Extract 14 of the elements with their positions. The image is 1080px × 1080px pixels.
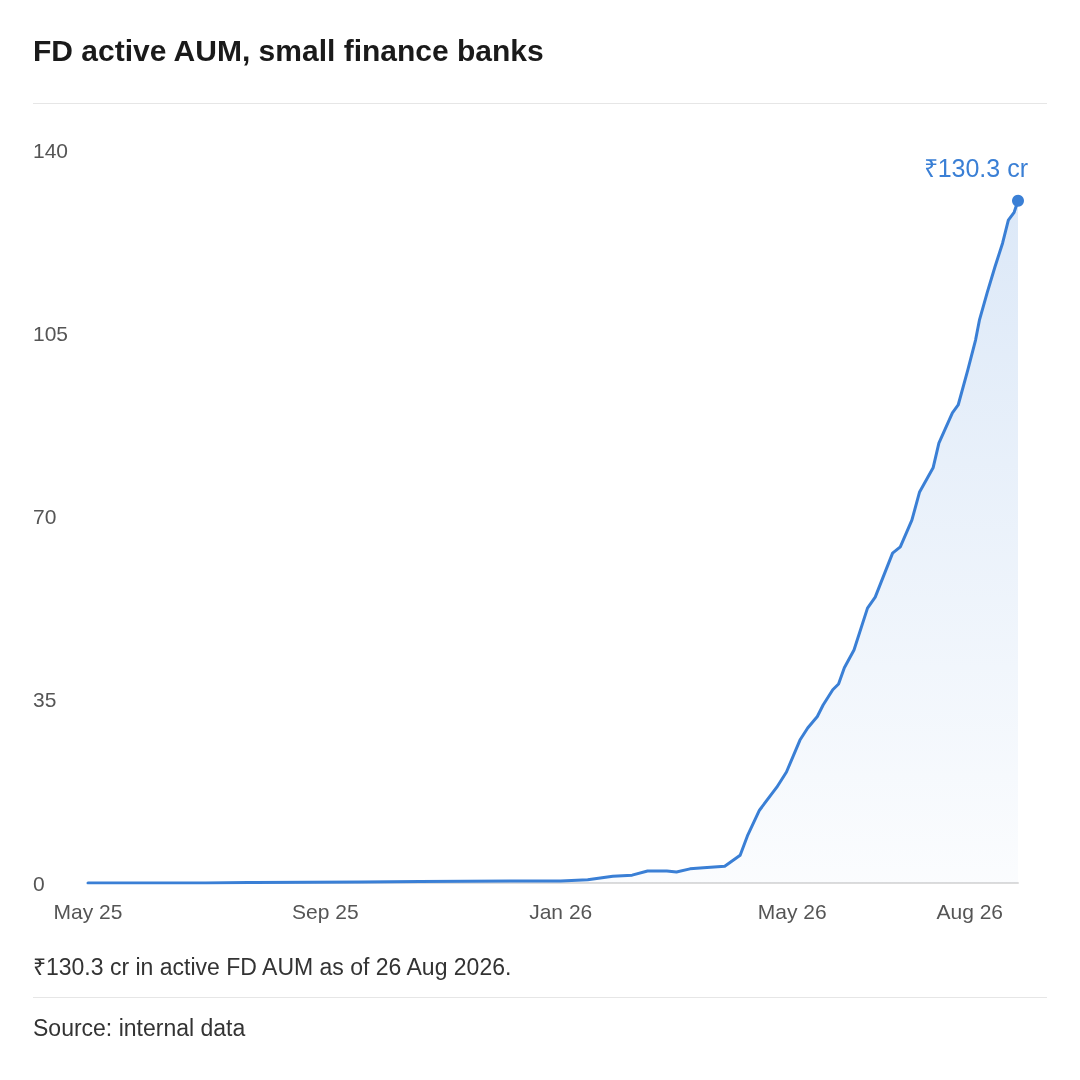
- source-note: Source: internal data: [33, 1015, 246, 1042]
- x-tick-label: Aug 26: [936, 900, 1004, 923]
- x-tick-label: Jan 26: [529, 900, 593, 923]
- y-tick-label: 70: [33, 505, 57, 528]
- data-label: ₹130.3 cr: [923, 154, 1028, 183]
- y-tick-label: 35: [33, 688, 57, 712]
- x-tick-label: Sep 25: [292, 900, 359, 923]
- x-tick-label: May 25: [53, 900, 123, 923]
- y-tick-label: 0: [33, 871, 45, 895]
- x-tick-label: May 26: [757, 900, 827, 923]
- y-tick-label: 105: [33, 321, 69, 345]
- y-tick-label: 140: [33, 138, 69, 162]
- text: ₹130.3 cr in active FD AUM as of 26 Aug 2026.: [33, 953, 512, 982]
- chart-title: FD active AUM, small finance banks: [33, 34, 544, 68]
